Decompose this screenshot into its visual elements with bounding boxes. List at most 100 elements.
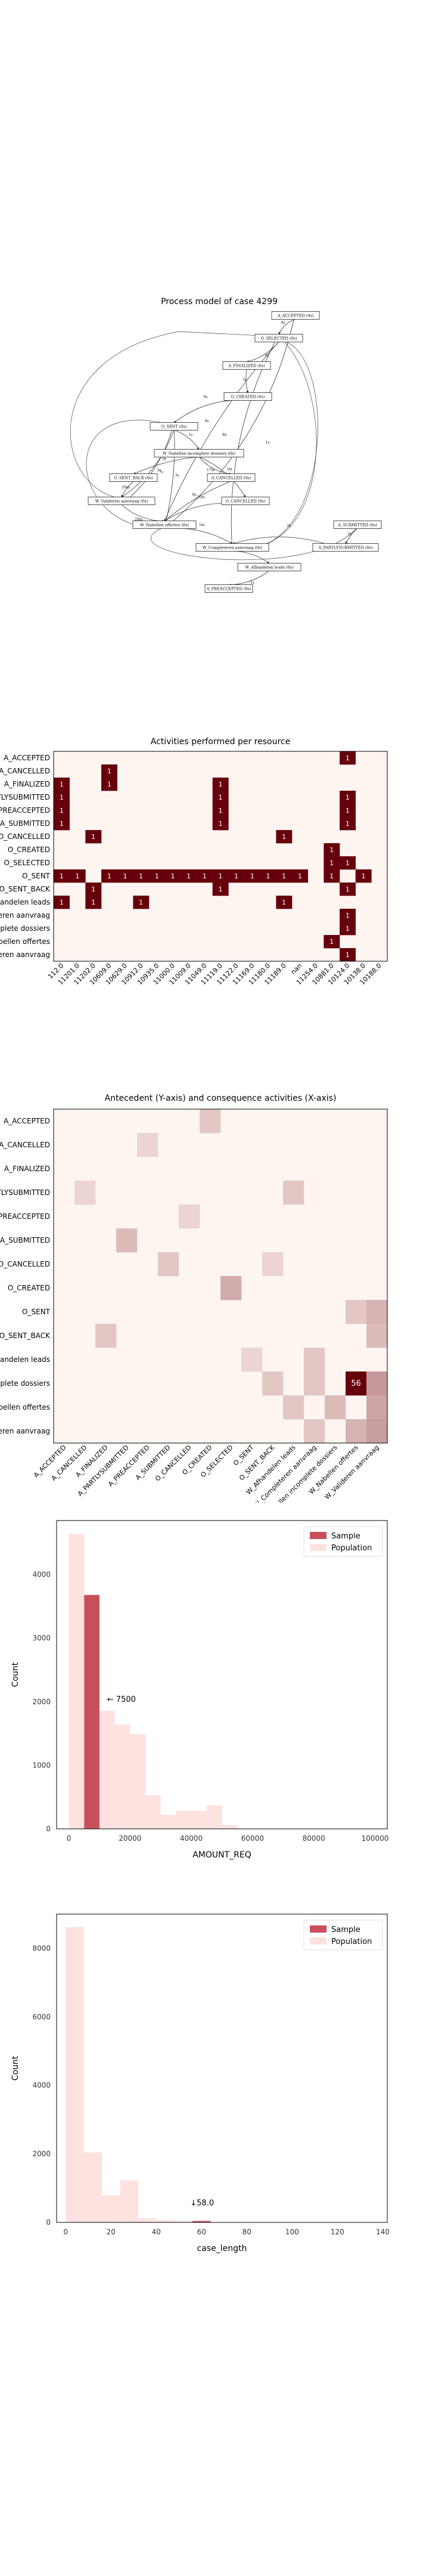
heatmap-cell xyxy=(340,751,356,765)
legend-sample-label: Sample xyxy=(331,1532,360,1541)
heatmap-cell xyxy=(181,869,197,883)
heatmap-cell xyxy=(212,869,229,883)
process-node-label: A_PREACCEPTED (0s) xyxy=(206,586,251,591)
heatmap-cell xyxy=(324,856,340,870)
process-model-nodes: A_ACCEPTED (0s) O_SELECTED (0s) A_FINALIZE… xyxy=(88,311,382,593)
case-length-histogram: 0 20 40 60 80 100 120 140 0 2000 4000 6000 8000 case_… xyxy=(11,1914,390,2253)
population-bar xyxy=(83,2152,102,2222)
process-node-label: O_CREATED (0s) xyxy=(231,394,265,399)
population-bar xyxy=(160,1815,176,1829)
heatmap-cell xyxy=(324,843,340,857)
heatmap-cell-value: 1 xyxy=(219,807,223,815)
process-node-box xyxy=(221,497,270,505)
edge-duration-label: 21m xyxy=(197,496,205,500)
heatmap-cell xyxy=(340,791,356,804)
heatmap-x-tick-label: O_SENT_BACK xyxy=(238,1443,276,1482)
heatmap-y-tick-label: A_FINALIZED xyxy=(4,780,50,788)
process-node-w-afhandelen: W_Afhandelen leads (0s) xyxy=(237,563,301,571)
heatmap-y-tick-label: A_CANCELLED xyxy=(0,767,50,775)
process-node-o-sent-back: O_SENT_BACK (0s) xyxy=(109,473,158,482)
x-tick-label: 40000 xyxy=(180,1834,203,1843)
x-tick-label: 40 xyxy=(152,2228,161,2236)
heatmap-y-tick-label: O_CANCELLED xyxy=(0,832,50,841)
heatmap-cell xyxy=(304,1348,325,1372)
heatmap-cell-value: 1 xyxy=(60,781,64,788)
heatmap-cell-value: 1 xyxy=(219,886,223,893)
y-tick-label: 4000 xyxy=(32,1571,51,1579)
process-node-label: A_SUBMITTED (0s) xyxy=(337,522,377,527)
process-node-label: W_Afhandelen leads (0s) xyxy=(245,565,294,569)
heatmap-cell xyxy=(85,883,102,896)
heatmap-cell-value: 1 xyxy=(362,872,366,880)
heatmap-cell xyxy=(276,869,293,883)
heatmap-cell xyxy=(366,1419,388,1444)
edge-duration-label: 1s xyxy=(188,433,192,437)
process-node-o-created: O_CREATED (0s) xyxy=(223,392,272,401)
legend-population-label: Population xyxy=(331,1544,372,1553)
heatmap-title: Activities performed per resource xyxy=(151,737,290,747)
heatmap-cell xyxy=(325,1395,346,1420)
edge-duration-label: 0s xyxy=(162,457,166,462)
x-tick-label: 0 xyxy=(67,1834,72,1843)
population-bar xyxy=(66,1927,84,2222)
process-node-w-nabellen-offertes: W_Nabellen offertes (0s) xyxy=(132,521,197,529)
legend-population-swatch xyxy=(310,1937,327,1945)
heatmap-cell-value: 1 xyxy=(219,781,223,788)
process-edge xyxy=(173,429,200,450)
heatmap-cell-value: 1 xyxy=(91,899,95,906)
heatmap-cell xyxy=(149,869,165,883)
process-node-box xyxy=(237,563,301,571)
y-tick-label: 1000 xyxy=(32,1761,51,1769)
y-tick-label: 0 xyxy=(46,2218,51,2227)
x-tick-label: 20 xyxy=(107,2228,116,2236)
heatmap-cell xyxy=(262,1252,284,1277)
heatmap-cell-value: 1 xyxy=(234,872,238,880)
heatmap-y-tick-label: O_SENT xyxy=(22,872,51,880)
process-node-label: O_CANCELLED (0s) xyxy=(226,499,266,503)
heatmap-cell-value: 1 xyxy=(346,912,350,919)
heatmap-cell xyxy=(340,817,356,831)
heatmap-cell-value: 1 xyxy=(91,833,95,841)
population-bar xyxy=(145,1795,161,1829)
heatmap-cell xyxy=(304,1371,325,1396)
heatmap-cell-value: 1 xyxy=(346,925,350,933)
edge-duration-label: 0s xyxy=(204,395,208,400)
antecedent-consequence-heatmap: Antecedent (Y-axis) and consequence acti… xyxy=(0,1094,388,1503)
process-node-label: O_SELECTED (0s) xyxy=(261,336,297,340)
legend-sample-label: Sample xyxy=(331,1925,360,1934)
heatmap-y-tick-label: A_PREACCEPTED xyxy=(0,806,50,815)
heatmap-cell xyxy=(340,922,356,936)
heatmap-cell xyxy=(54,791,70,804)
heatmap-y-tick-label: A_SUBMITTED xyxy=(0,819,50,828)
process-node-box xyxy=(154,449,244,457)
process-node-w-valideren: W_Valideren aanvraag (0s) xyxy=(88,497,156,505)
heatmap-cell xyxy=(101,778,117,791)
heatmap-cell-value: 1 xyxy=(346,820,350,828)
sample-value-annotation: ← 7500 xyxy=(107,1695,136,1704)
process-node-label: W_Nabellen incomplete dossiers (0s) xyxy=(163,451,236,456)
process-edge xyxy=(164,528,233,544)
process-edge xyxy=(164,311,297,529)
heatmap-y-tick-label: W_Valideren aanvraag xyxy=(0,1427,50,1435)
heatmap-y-tick-label: A_PREACCEPTED xyxy=(0,1212,50,1221)
edge-duration-label: 0s xyxy=(192,493,196,497)
heatmap-cell xyxy=(212,791,229,804)
heatmap-cell-value: 1 xyxy=(346,794,350,801)
heatmap-cell-value: 1 xyxy=(329,938,334,946)
y-tick-label: 2000 xyxy=(32,1698,51,1706)
process-node-label: W_Completeren aanvraag (0s) xyxy=(203,545,262,550)
heatmap-cell-value: 1 xyxy=(139,872,143,880)
heatmap-cell-value: 1 xyxy=(329,846,334,854)
process-node-label: A_ACCEPTED (0s) xyxy=(277,313,314,318)
y-tick-label: 8000 xyxy=(32,1944,51,1952)
heatmap-y-tick-label: O_SENT_BACK xyxy=(0,885,51,893)
heatmap-cell xyxy=(69,869,86,883)
heatmap-y-tick-label: W_Valideren aanvraag xyxy=(0,950,50,959)
process-node-box xyxy=(150,422,198,431)
x-tick-label: 60000 xyxy=(241,1834,264,1843)
heatmap-y-tick-label: A_SUBMITTED xyxy=(0,1236,50,1244)
y-axis-label: Count xyxy=(11,1662,20,1687)
process-node-label: W_Valideren aanvraag (0s) xyxy=(95,499,148,503)
population-bar xyxy=(176,1811,192,1829)
heatmap-cell xyxy=(164,869,181,883)
